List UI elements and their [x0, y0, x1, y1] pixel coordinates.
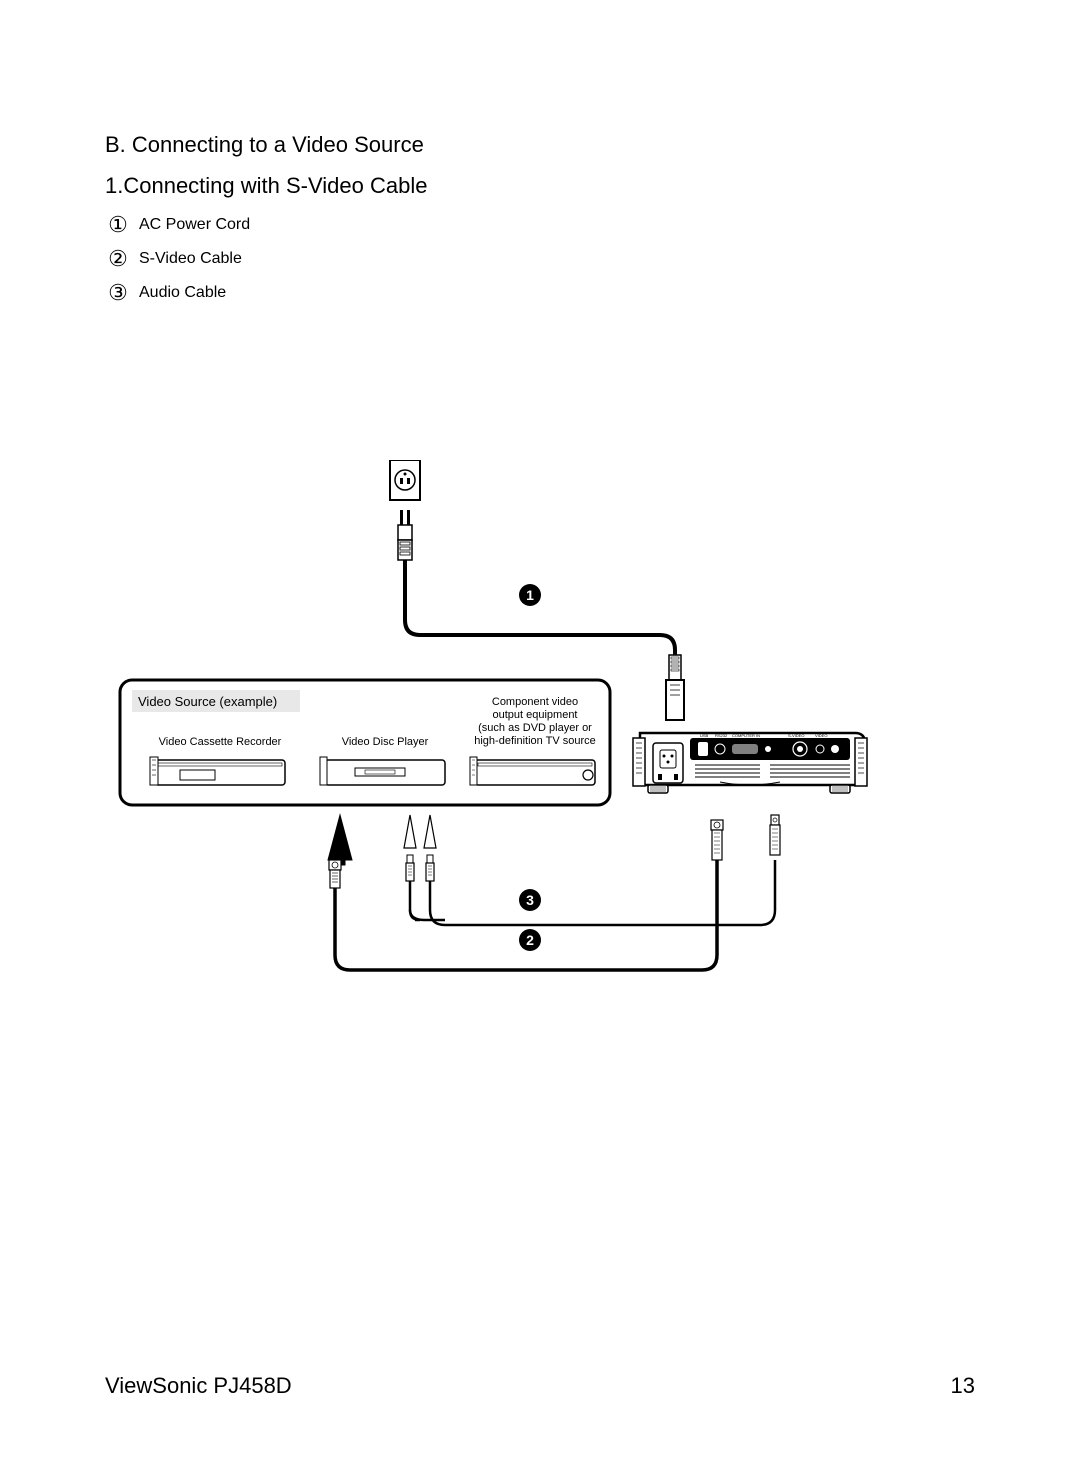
svg-text:COMPUTER IN: COMPUTER IN: [732, 733, 760, 738]
item-3-text: Audio Cable: [139, 284, 226, 302]
audio-connector-proj: [770, 815, 780, 855]
svideo-connector-proj: [711, 820, 723, 860]
item-1: ① AC Power Cord: [105, 212, 905, 238]
footer-left: ViewSonic PJ458D: [105, 1373, 292, 1399]
item-2-text: S-Video Cable: [139, 250, 242, 268]
power-connector-icon: [666, 655, 684, 720]
callout-2: 2: [519, 929, 541, 951]
component-label-2: output equipment: [492, 709, 577, 721]
svg-text:S-VIDEO: S-VIDEO: [788, 733, 804, 738]
audio-connector-vcr-2: [426, 855, 434, 881]
video-source-label: Video Source (example): [138, 694, 277, 709]
audio-cable-b: [430, 860, 775, 925]
svg-text:VIDEO: VIDEO: [815, 733, 827, 738]
callout-1-text: 1: [526, 587, 534, 603]
vdp-label: Video Disc Player: [342, 736, 429, 748]
diagram-svg: 1 Video Source (example) Video Cassette …: [100, 460, 970, 1010]
text-section: B. Connecting to a Video Source 1.Connec…: [105, 130, 905, 314]
subheading-1: 1.Connecting with S-Video Cable: [105, 171, 905, 202]
item-2: ② S-Video Cable: [105, 246, 905, 272]
svg-text:USB: USB: [700, 733, 709, 738]
item-1-num: ①: [105, 212, 131, 238]
callout-2-text: 2: [526, 932, 534, 948]
svideo-cable: [335, 860, 717, 970]
projector-icon: USB RS232 COMPUTER IN S-VIDEO VIDEO: [633, 733, 867, 793]
component-label-1: Component video: [492, 696, 578, 708]
power-plug-icon: [398, 510, 412, 560]
audio-connector-vcr-1: [406, 855, 414, 881]
arrow-to-vcr: [328, 815, 352, 865]
callout-3: 3: [519, 889, 541, 911]
ac-power-cable: [405, 560, 675, 695]
item-3-num: ③: [105, 280, 131, 306]
svg-text:RS232: RS232: [715, 733, 728, 738]
vcr-label: Video Cassette Recorder: [159, 736, 282, 748]
page: B. Connecting to a Video Source 1.Connec…: [0, 0, 1080, 1469]
component-label-4: high-definition TV source: [474, 735, 595, 747]
vcr-group: Video Cassette Recorder: [150, 736, 285, 785]
arrow-audio-1: [404, 815, 416, 848]
arrow-audio-2: [424, 815, 436, 848]
callout-3-text: 3: [526, 892, 534, 908]
component-label-3: (such as DVD player or: [478, 722, 592, 734]
wall-outlet-icon: [390, 460, 420, 500]
item-2-num: ②: [105, 246, 131, 272]
item-1-text: AC Power Cord: [139, 216, 250, 234]
audio-cable-merge: [410, 910, 445, 920]
callout-1: 1: [519, 584, 541, 606]
footer-right: 13: [951, 1373, 975, 1399]
item-3: ③ Audio Cable: [105, 280, 905, 306]
diagram-area: 1 Video Source (example) Video Cassette …: [100, 460, 970, 1010]
svideo-connector-vcr: [329, 860, 341, 888]
heading-b: B. Connecting to a Video Source: [105, 130, 905, 161]
